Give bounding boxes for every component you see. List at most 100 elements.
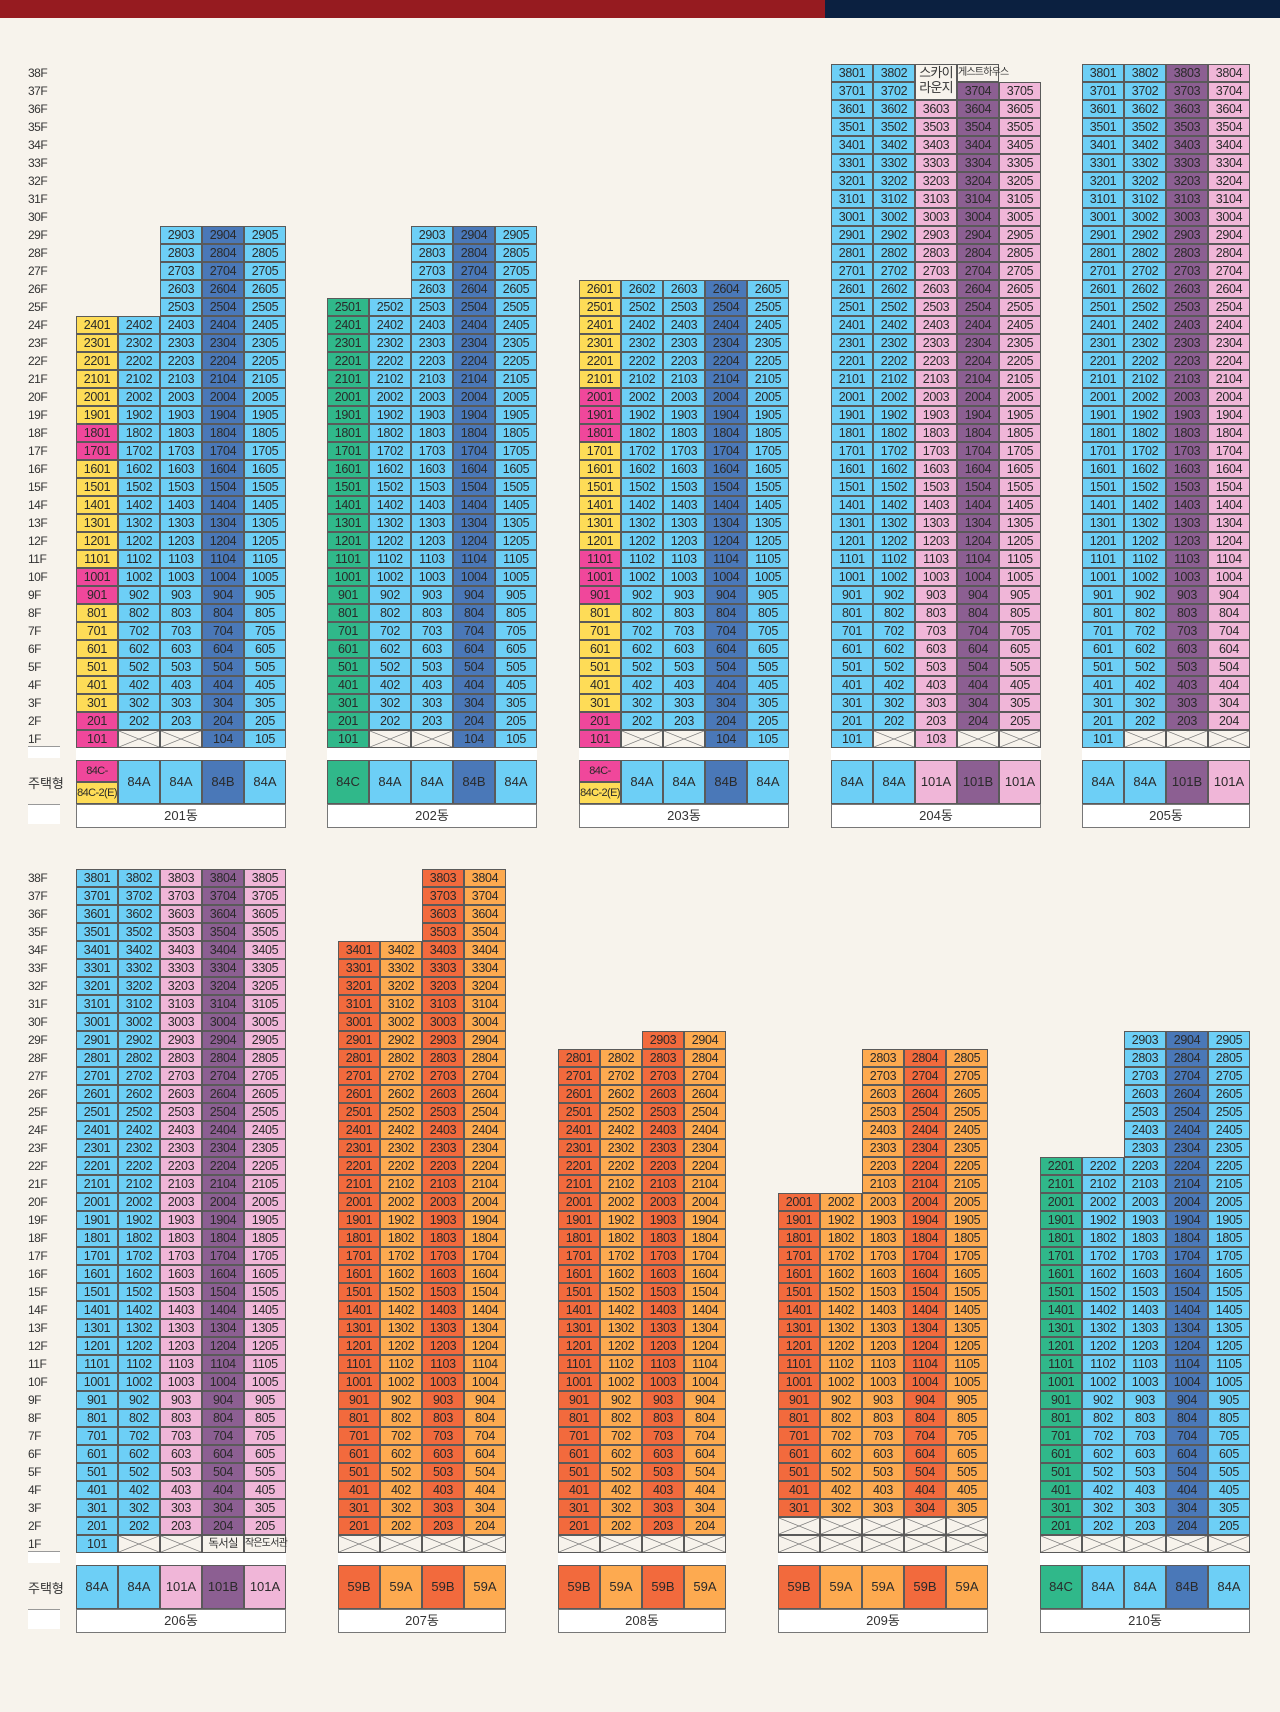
unit-cell[interactable]: 2302 [380, 1139, 422, 1157]
unit-cell[interactable]: 1703 [160, 1247, 202, 1265]
unit-cell[interactable]: 1803 [422, 1229, 464, 1247]
unit-cell[interactable]: 801 [76, 1409, 118, 1427]
unit-cell[interactable]: 2703 [160, 262, 202, 280]
unit-cell[interactable]: 802 [621, 604, 663, 622]
unit-cell[interactable]: 1801 [778, 1229, 820, 1247]
unit-cell[interactable]: 1205 [244, 1337, 286, 1355]
unit-cell[interactable]: 1304 [684, 1319, 726, 1337]
unit-cell[interactable]: 1105 [946, 1355, 988, 1373]
unit-cell[interactable]: 2703 [642, 1067, 684, 1085]
unit-cell[interactable]: 1705 [999, 442, 1041, 460]
unit-cell[interactable]: 1005 [244, 568, 286, 586]
unit-cell[interactable]: 204 [464, 1517, 506, 1535]
unit-cell[interactable]: 902 [1124, 586, 1166, 604]
unit-cell[interactable]: 1903 [160, 406, 202, 424]
unit-cell[interactable]: 301 [778, 1499, 820, 1517]
unit-cell[interactable]: 1804 [1208, 424, 1250, 442]
unit-cell[interactable]: 2405 [244, 1121, 286, 1139]
unit-cell[interactable]: 302 [1124, 694, 1166, 712]
unit-cell[interactable]: 1105 [244, 1355, 286, 1373]
building-name[interactable]: 201동 [76, 804, 286, 828]
unit-cell[interactable]: 1502 [600, 1283, 642, 1301]
unit-cell[interactable]: 1902 [621, 406, 663, 424]
unit-cell[interactable]: 2401 [579, 316, 621, 334]
unit-cell[interactable]: 3603 [1166, 100, 1208, 118]
unit-cell[interactable]: 1005 [999, 568, 1041, 586]
unit-cell[interactable]: 2401 [1082, 316, 1124, 334]
unit-cell[interactable]: 503 [915, 658, 957, 676]
unit-cell[interactable]: 501 [831, 658, 873, 676]
unit-cell[interactable]: 1103 [1166, 550, 1208, 568]
unit-cell[interactable]: 805 [495, 604, 537, 622]
unit-cell[interactable]: 503 [422, 1463, 464, 1481]
unit-cell[interactable]: 1002 [369, 568, 411, 586]
unit-cell[interactable]: 501 [1040, 1463, 1082, 1481]
unit-cell[interactable]: 402 [380, 1481, 422, 1499]
unit-cell[interactable]: 2502 [380, 1103, 422, 1121]
unit-cell[interactable]: 1402 [118, 496, 160, 514]
unit-cell[interactable]: 204 [705, 712, 747, 730]
unit-cell[interactable]: 2504 [453, 298, 495, 316]
unit-cell[interactable]: 1801 [1040, 1229, 1082, 1247]
unit-cell[interactable]: 1802 [118, 1229, 160, 1247]
unit-cell[interactable]: 2102 [118, 370, 160, 388]
unit-cell[interactable]: 2305 [244, 1139, 286, 1157]
unit-cell[interactable]: 405 [747, 676, 789, 694]
unit-cell[interactable]: 2202 [1124, 352, 1166, 370]
unit-cell[interactable]: 2004 [464, 1193, 506, 1211]
unit-cell[interactable]: 1402 [873, 496, 915, 514]
unit-cell[interactable]: 2603 [160, 280, 202, 298]
unit-cell[interactable]: 3103 [915, 190, 957, 208]
unit-cell[interactable]: 1401 [338, 1301, 380, 1319]
unit-cell[interactable]: 1401 [778, 1301, 820, 1319]
unit-cell[interactable]: 402 [118, 676, 160, 694]
unit-cell[interactable]: 802 [600, 1409, 642, 1427]
unit-cell[interactable]: 1901 [76, 1211, 118, 1229]
unit-cell[interactable]: 1504 [202, 1283, 244, 1301]
unit-cell[interactable]: 1303 [1166, 514, 1208, 532]
unit-cell[interactable]: 1605 [946, 1265, 988, 1283]
unit-cell[interactable]: 2002 [369, 388, 411, 406]
unit-cell[interactable]: 1702 [118, 442, 160, 460]
unit-cell[interactable]: 201 [579, 712, 621, 730]
unit-cell[interactable]: 3005 [999, 208, 1041, 226]
unit-cell[interactable]: 2204 [464, 1157, 506, 1175]
unit-cell[interactable]: 1302 [118, 514, 160, 532]
unit-cell[interactable]: 1804 [453, 424, 495, 442]
unit-cell[interactable]: 304 [202, 694, 244, 712]
unit-cell[interactable]: 503 [160, 658, 202, 676]
unit-cell[interactable]: 2803 [1124, 1049, 1166, 1067]
unit-cell[interactable]: 1001 [76, 568, 118, 586]
unit-cell[interactable]: 1902 [369, 406, 411, 424]
unit-cell[interactable]: 1902 [600, 1211, 642, 1229]
unit-cell[interactable]: 2803 [411, 244, 453, 262]
unit-cell[interactable]: 205 [244, 1517, 286, 1535]
unit-cell[interactable]: 1503 [1166, 478, 1208, 496]
unit-cell[interactable]: 2202 [380, 1157, 422, 1175]
unit-cell[interactable]: 2905 [495, 226, 537, 244]
unit-cell[interactable]: 204 [202, 1517, 244, 1535]
unit-cell[interactable]: 2705 [1208, 1067, 1250, 1085]
unit-cell[interactable]: 1605 [747, 460, 789, 478]
unit-cell[interactable]: 805 [999, 604, 1041, 622]
unit-cell[interactable]: 2603 [1124, 1085, 1166, 1103]
unit-cell[interactable]: 3605 [999, 100, 1041, 118]
unit-cell[interactable]: 402 [820, 1481, 862, 1499]
unit-cell[interactable]: 3702 [1124, 82, 1166, 100]
unit-cell[interactable]: 3301 [76, 959, 118, 977]
unit-cell[interactable]: 1801 [558, 1229, 600, 1247]
unit-cell[interactable]: 701 [1040, 1427, 1082, 1445]
unit-cell[interactable]: 2001 [338, 1193, 380, 1211]
unit-cell[interactable]: 1502 [118, 478, 160, 496]
unit-cell[interactable]: 2404 [705, 316, 747, 334]
unit-cell[interactable]: 203 [642, 1517, 684, 1535]
unit-cell[interactable]: 1204 [202, 1337, 244, 1355]
unit-cell[interactable]: 201 [327, 712, 369, 730]
unit-cell[interactable]: 303 [160, 1499, 202, 1517]
unit-cell[interactable]: 3302 [873, 154, 915, 172]
unit-cell[interactable]: 1505 [1208, 1283, 1250, 1301]
unit-cell[interactable]: 1504 [464, 1283, 506, 1301]
unit-cell[interactable]: 1503 [411, 478, 453, 496]
unit-cell[interactable]: 2704 [1208, 262, 1250, 280]
unit-cell[interactable]: 3305 [244, 959, 286, 977]
